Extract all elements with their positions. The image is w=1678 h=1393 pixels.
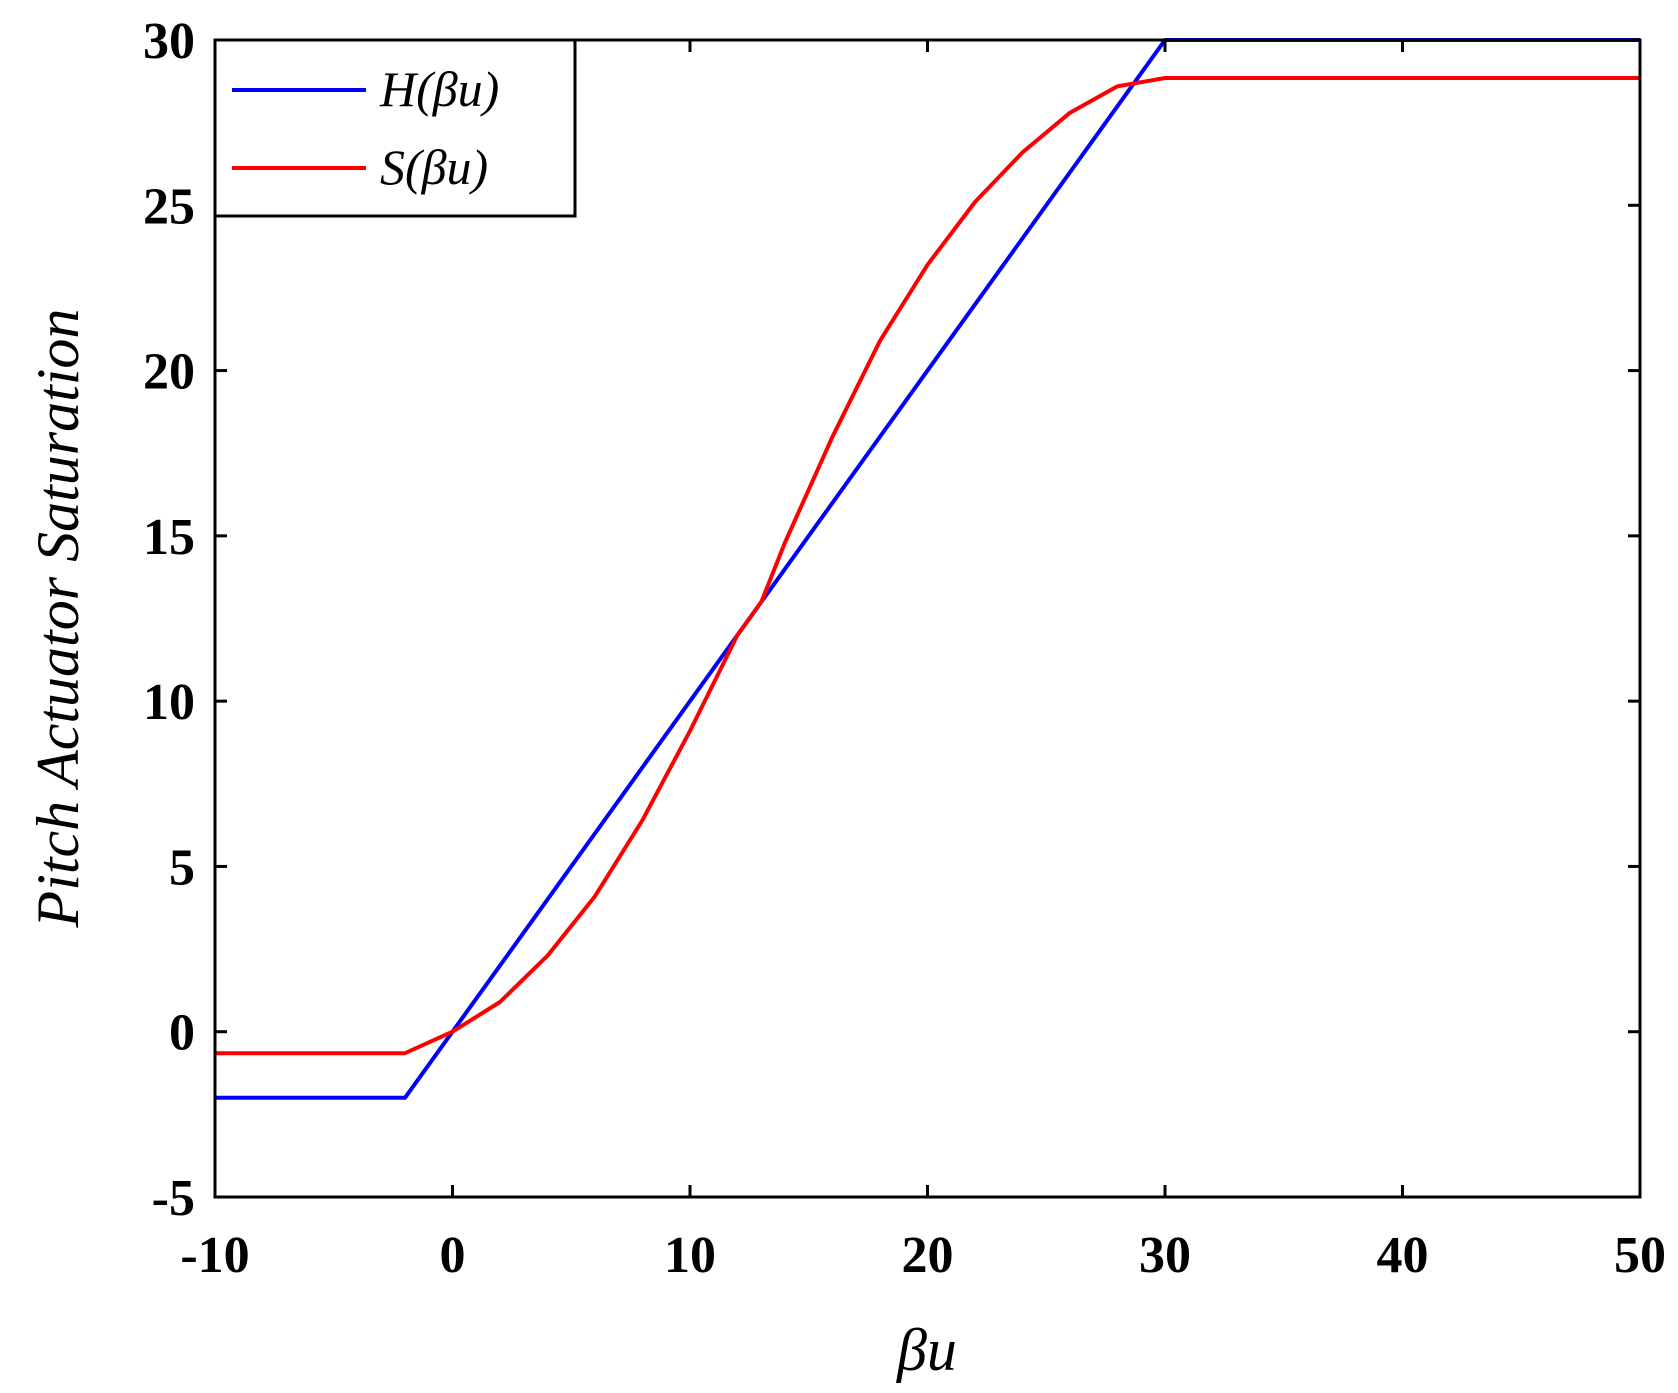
x-tick-label: 30 [1139,1227,1191,1284]
y-tick-label: 0 [169,1005,195,1062]
y-tick-label: 5 [169,839,195,896]
tick-layer: -10 0 10 20 30 40 50 -5 0 5 10 15 20 25 30 [143,13,1666,1284]
x-axis-label: βu [896,1317,957,1383]
y-tick-label: 20 [143,344,195,401]
x-tick-label: 20 [902,1227,954,1284]
legend-label-s: S(βu) [380,139,488,195]
y-tick-label: -5 [152,1170,195,1227]
x-tick-label: 0 [440,1227,466,1284]
y-tick-label: 30 [143,13,195,70]
legend-label-h: H(βu) [379,61,499,117]
y-tick-label: 10 [143,674,195,731]
y-tick-label: 15 [143,509,195,566]
x-tick-label: 40 [1377,1227,1429,1284]
x-tick-label: 10 [664,1227,716,1284]
plot-area [215,40,1640,1197]
legend: H(βu) S(βu) [213,38,577,218]
legend-box [213,38,577,218]
y-tick-label: 25 [143,178,195,235]
y-axis-label: Pitch Actuator Saturation [25,309,91,929]
series-line-1 [215,76,1640,1056]
x-tick-label: 50 [1614,1227,1666,1284]
x-tick-label: -10 [180,1227,249,1284]
